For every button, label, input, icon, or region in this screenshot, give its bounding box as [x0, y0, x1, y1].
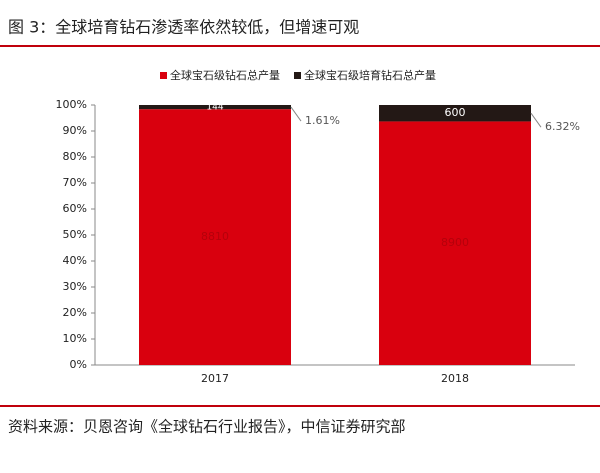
leader-line: [290, 106, 302, 122]
bar-segment: [139, 105, 291, 110]
y-tick-label: 0%: [70, 358, 87, 371]
y-tick-label: 40%: [63, 254, 87, 267]
bar-segment: [379, 105, 531, 122]
y-tick-label: 80%: [63, 150, 87, 163]
data-label: 600: [445, 106, 466, 119]
y-tick-label: 90%: [63, 124, 87, 137]
y-tick-label: 100%: [56, 98, 87, 111]
legend-swatch: [294, 72, 301, 79]
y-tick-label: 20%: [63, 306, 87, 319]
y-tick-label: 60%: [63, 202, 87, 215]
y-tick-label: 70%: [63, 176, 87, 189]
y-tick-label: 50%: [63, 228, 87, 241]
y-tick-label: 10%: [63, 332, 87, 345]
bar-segment: [139, 109, 291, 366]
x-tick-label: 2017: [201, 372, 229, 385]
annotation: 1.61%: [305, 114, 340, 127]
chart-title: 图 3：全球培育钻石渗透率依然较低，但增速可观: [8, 18, 359, 37]
y-tick-label: 30%: [63, 280, 87, 293]
data-label: 144: [206, 103, 223, 113]
legend-label: 全球宝石级钻石总产量: [170, 68, 280, 82]
bar-segment: [379, 121, 531, 365]
legend-swatch: [160, 72, 167, 79]
annotation: 6.32%: [545, 120, 580, 133]
legend-label: 全球宝石级培育钻石总产量: [304, 68, 436, 82]
leader-line: [530, 112, 542, 128]
data-label: 8810: [201, 230, 229, 243]
source: 资料来源：贝恩咨询《全球钻石行业报告》，中信证券研究部: [8, 418, 406, 436]
x-tick-label: 2018: [441, 372, 469, 385]
data-label: 8900: [441, 236, 469, 249]
